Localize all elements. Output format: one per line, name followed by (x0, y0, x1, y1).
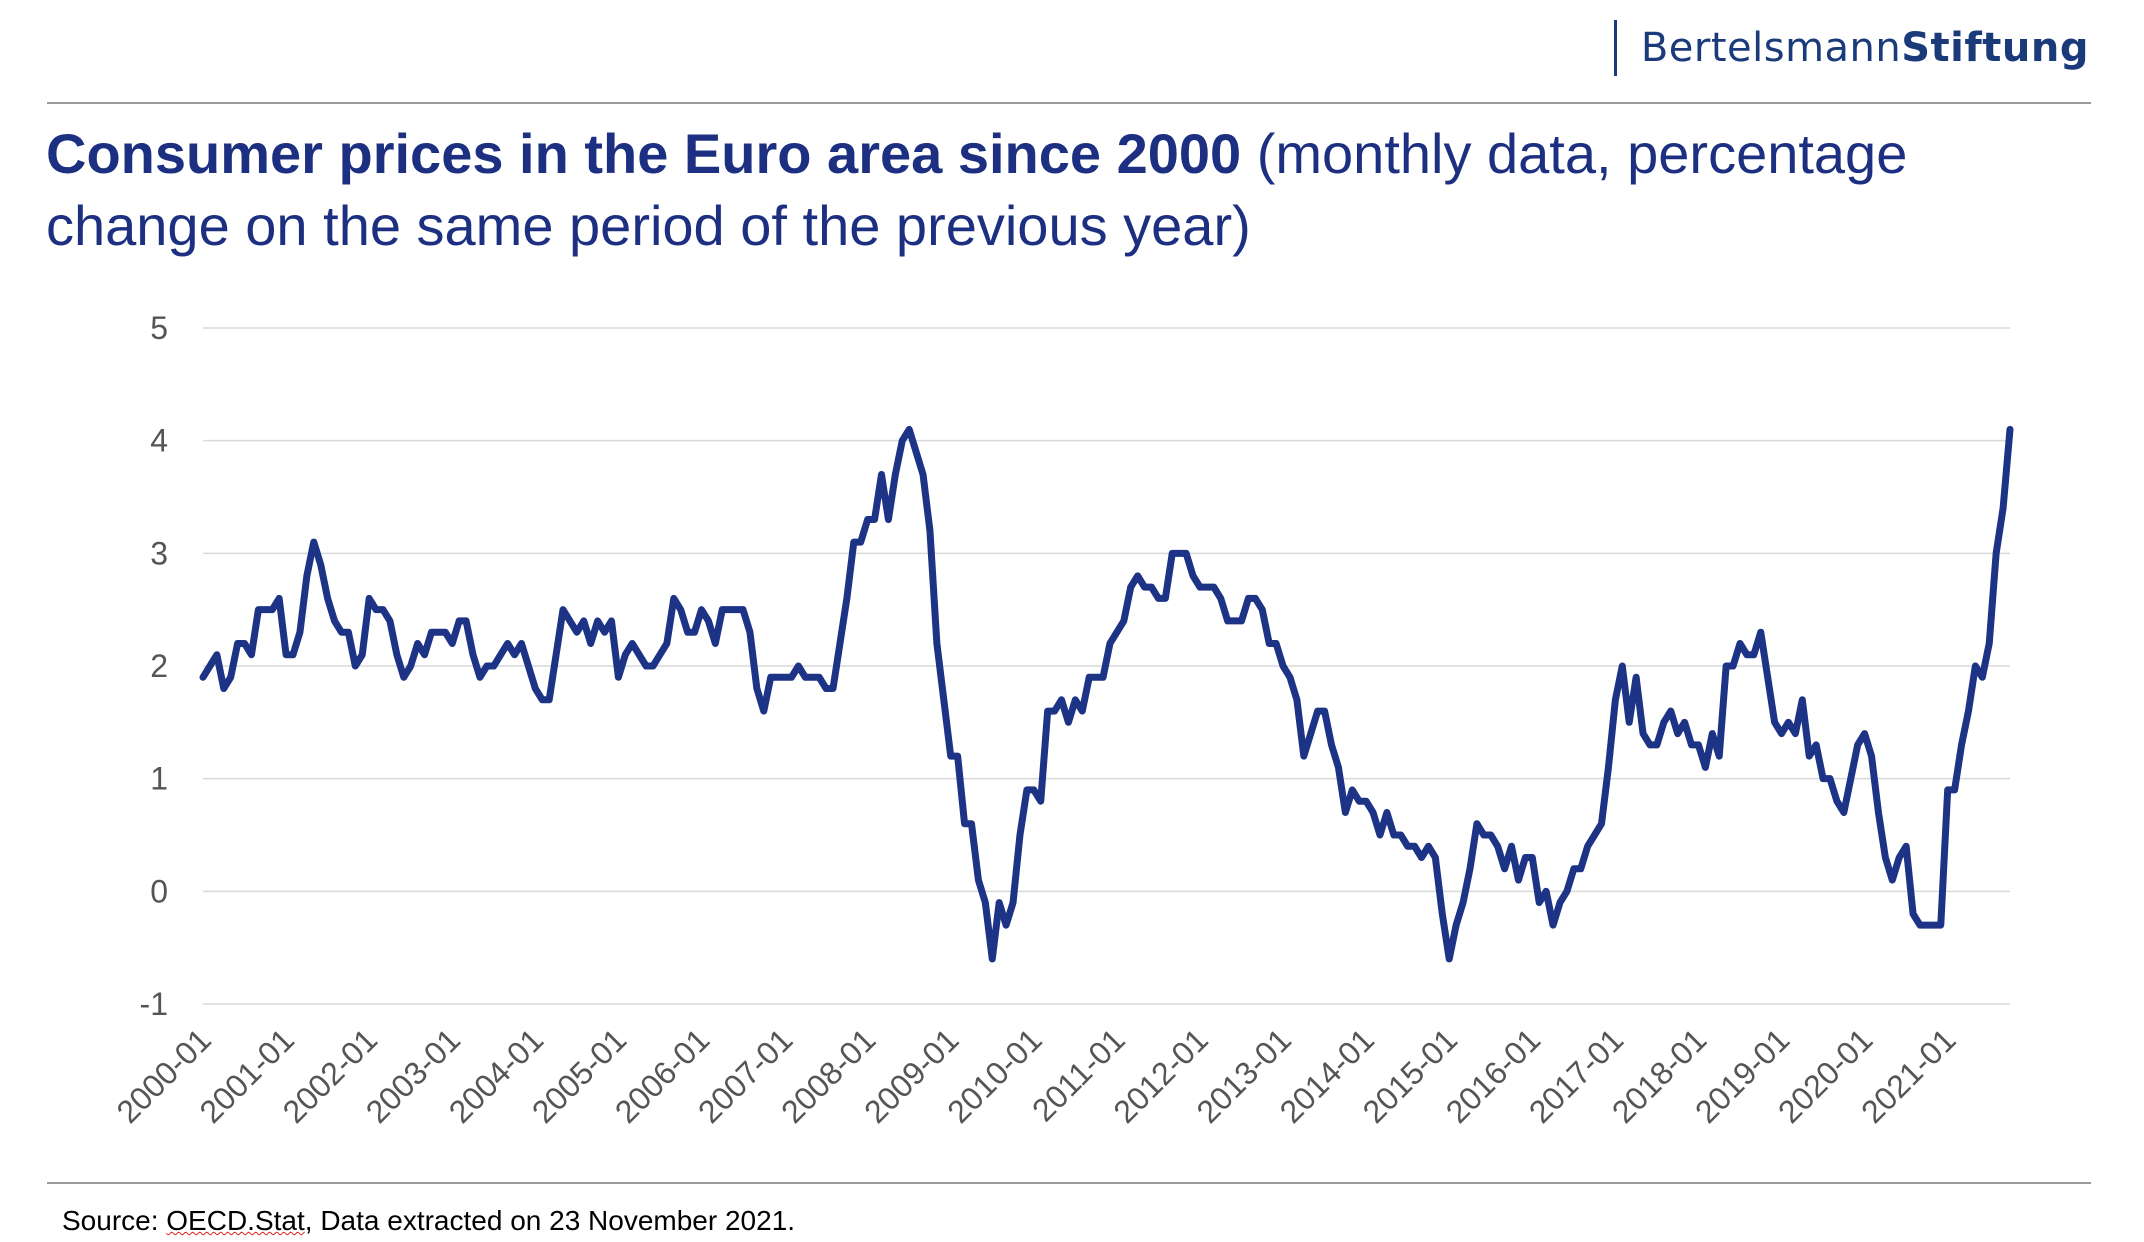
x-tick-label: 2010-01 (940, 1021, 1048, 1129)
brand-logo: Bertelsmann Stiftung (1613, 20, 2089, 76)
chart-title: Consumer prices in the Euro area since 2… (46, 118, 2096, 262)
y-tick-label: -1 (140, 986, 168, 1022)
logo-divider (1613, 20, 1617, 76)
chart-title-rest: (monthly data, percentage change on the … (46, 122, 1908, 257)
footer-rule (47, 1182, 2091, 1184)
x-tick-label: 2021-01 (1854, 1021, 1962, 1129)
source-suffix: , Data extracted on 23 November 2021. (304, 1205, 796, 1236)
y-tick-label: 3 (150, 535, 168, 571)
y-tick-label: 5 (150, 310, 168, 346)
series-line (199, 425, 2014, 963)
y-tick-label: 1 (150, 761, 168, 797)
header-rule (47, 102, 2091, 104)
logo-text-light: Bertelsmann (1640, 25, 1902, 71)
y-tick-label: 0 (150, 873, 168, 909)
y-tick-label: 2 (150, 648, 168, 684)
source-note: Source: OECD.Stat, Data extracted on 23 … (62, 1205, 795, 1237)
y-axis-ticks: -1 0 1 2 3 4 5 (140, 310, 168, 1022)
chart-title-bold: Consumer prices in the Euro area since 2… (46, 122, 1242, 185)
logo-text-bold: Stiftung (1901, 25, 2089, 71)
gridlines (203, 327, 2010, 1005)
source-prefix: Source: (62, 1205, 167, 1236)
y-tick-label: 4 (150, 423, 168, 459)
source-link-text: OECD.Stat (166, 1205, 305, 1236)
x-axis-ticks: 2000-012001-012002-012003-012004-012005-… (109, 1021, 1962, 1129)
